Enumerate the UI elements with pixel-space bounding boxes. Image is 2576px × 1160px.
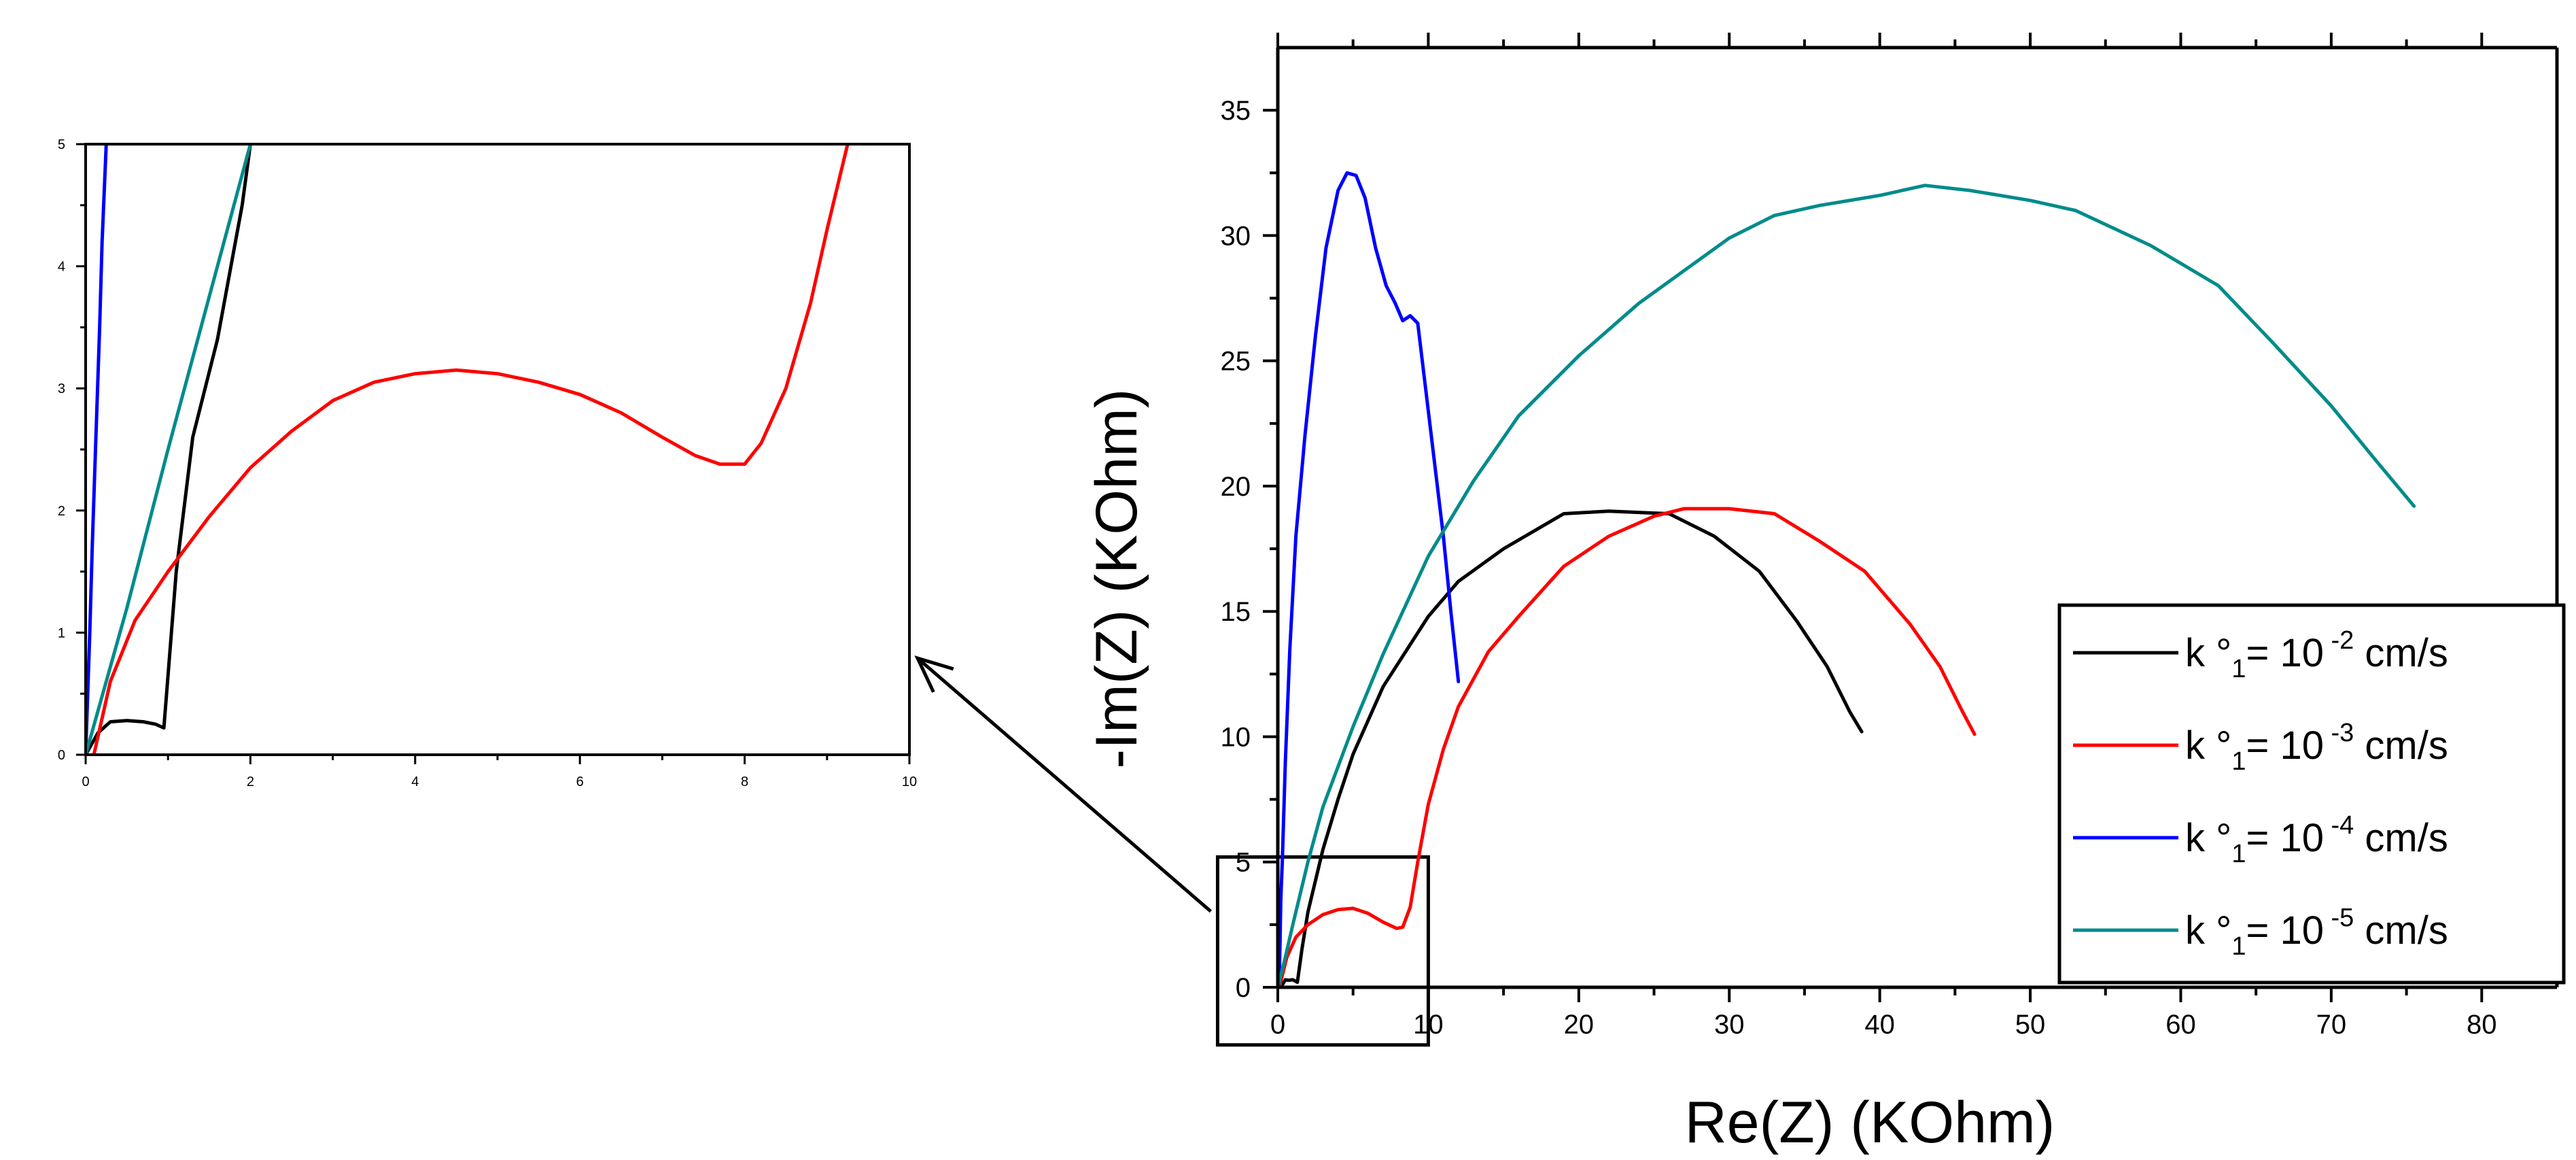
x-axis-title: Re(Z) (KOhm) — [1685, 1090, 2055, 1155]
main-axes: 0 10 20 30 40 50 60 70 80 0 5 10 15 20 25 30 35 — [1221, 33, 2497, 1040]
main-y-tick-label: 25 — [1221, 347, 1251, 377]
main-series-line-4 — [1278, 184, 2416, 987]
inset-x-tick-label: 4 — [411, 774, 419, 789]
inset-axes: 0 2 4 6 8 10 0 1 2 3 4 5 — [58, 137, 917, 789]
main-x-tick-label: 0 — [1270, 1010, 1285, 1040]
main-x-tick-label: 40 — [1864, 1010, 1895, 1040]
legend-label: k °1= 10 -2 cm/s — [2185, 626, 2448, 683]
inset-plot: 0 2 4 6 8 10 0 1 2 3 4 5 — [58, 137, 917, 789]
main-y-tick-label: 5 — [1236, 848, 1251, 878]
legend-item: k °1= 10 -5 cm/s — [2073, 904, 2448, 961]
inset-series-group — [86, 144, 850, 755]
inset-x-tick-label: 0 — [82, 774, 89, 789]
main-plot: 0 10 20 30 40 50 60 70 80 0 5 10 15 20 25 30 35 Re(Z) (K… — [1084, 33, 2559, 1155]
main-series-group — [1278, 171, 2416, 987]
inset-y-tick-label: 4 — [58, 260, 65, 275]
zoom-arrow — [914, 655, 1213, 913]
main-y-tick-label: 35 — [1221, 96, 1251, 126]
main-y-tick-label: 20 — [1221, 472, 1251, 502]
main-plot-frame — [1276, 46, 2559, 989]
main-y-tick-label: 10 — [1221, 722, 1251, 752]
main-series-line-3 — [1278, 171, 1461, 987]
main-x-tick-label: 60 — [2165, 1010, 2196, 1040]
inset-series-line-2 — [92, 144, 850, 755]
legend-item: k °1= 10 -2 cm/s — [2073, 626, 2448, 683]
inset-x-tick-label: 2 — [247, 774, 254, 789]
legend-label: k °1= 10 -4 cm/s — [2185, 811, 2448, 868]
main-x-tick-label: 20 — [1564, 1010, 1595, 1040]
main-y-tick-label: 0 — [1236, 973, 1251, 1003]
inset-plot-frame — [84, 143, 911, 756]
main-x-tick-label: 30 — [1714, 1010, 1745, 1040]
inset-y-tick-label: 0 — [58, 748, 65, 763]
inset-x-tick-label: 10 — [902, 774, 917, 789]
main-series-line-2 — [1278, 507, 1977, 987]
inset-series-line-4 — [86, 144, 252, 755]
legend-label: k °1= 10 -5 cm/s — [2185, 904, 2448, 961]
inset-x-tick-label: 6 — [576, 774, 584, 789]
main-series-line-1 — [1278, 509, 1864, 987]
zoom-arrow-line — [916, 657, 1213, 913]
zoom-arrow-head — [914, 655, 954, 693]
zoom-box — [1215, 855, 1430, 1047]
legend: k °1= 10 -2 cm/s k °1= 10 -3 cm/s k °1= 10… — [2057, 603, 2566, 985]
inset-series-line-3 — [86, 144, 108, 755]
main-y-tick-label: 15 — [1221, 597, 1251, 627]
main-y-tick-label: 30 — [1221, 221, 1251, 251]
inset-y-tick-label: 1 — [58, 626, 65, 641]
legend-box — [2057, 603, 2566, 985]
inset-x-tick-label: 8 — [741, 774, 748, 789]
main-x-tick-label: 70 — [2316, 1010, 2347, 1040]
inset-series-line-1 — [86, 144, 252, 755]
legend-item: k °1= 10 -3 cm/s — [2073, 719, 2448, 776]
main-x-tick-label: 10 — [1413, 1010, 1444, 1040]
y-axis-title: -Im(Z) (KOhm) — [1084, 389, 1149, 769]
inset-y-tick-label: 2 — [58, 504, 65, 519]
main-x-tick-label: 50 — [2015, 1010, 2046, 1040]
legend-label: k °1= 10 -3 cm/s — [2185, 719, 2448, 776]
inset-y-tick-label: 5 — [58, 137, 65, 152]
inset-y-tick-label: 3 — [58, 381, 65, 396]
main-x-tick-label: 80 — [2467, 1010, 2497, 1040]
legend-item: k °1= 10 -4 cm/s — [2073, 811, 2448, 868]
legend-items: k °1= 10 -2 cm/s k °1= 10 -3 cm/s k °1= 10… — [2073, 626, 2448, 961]
